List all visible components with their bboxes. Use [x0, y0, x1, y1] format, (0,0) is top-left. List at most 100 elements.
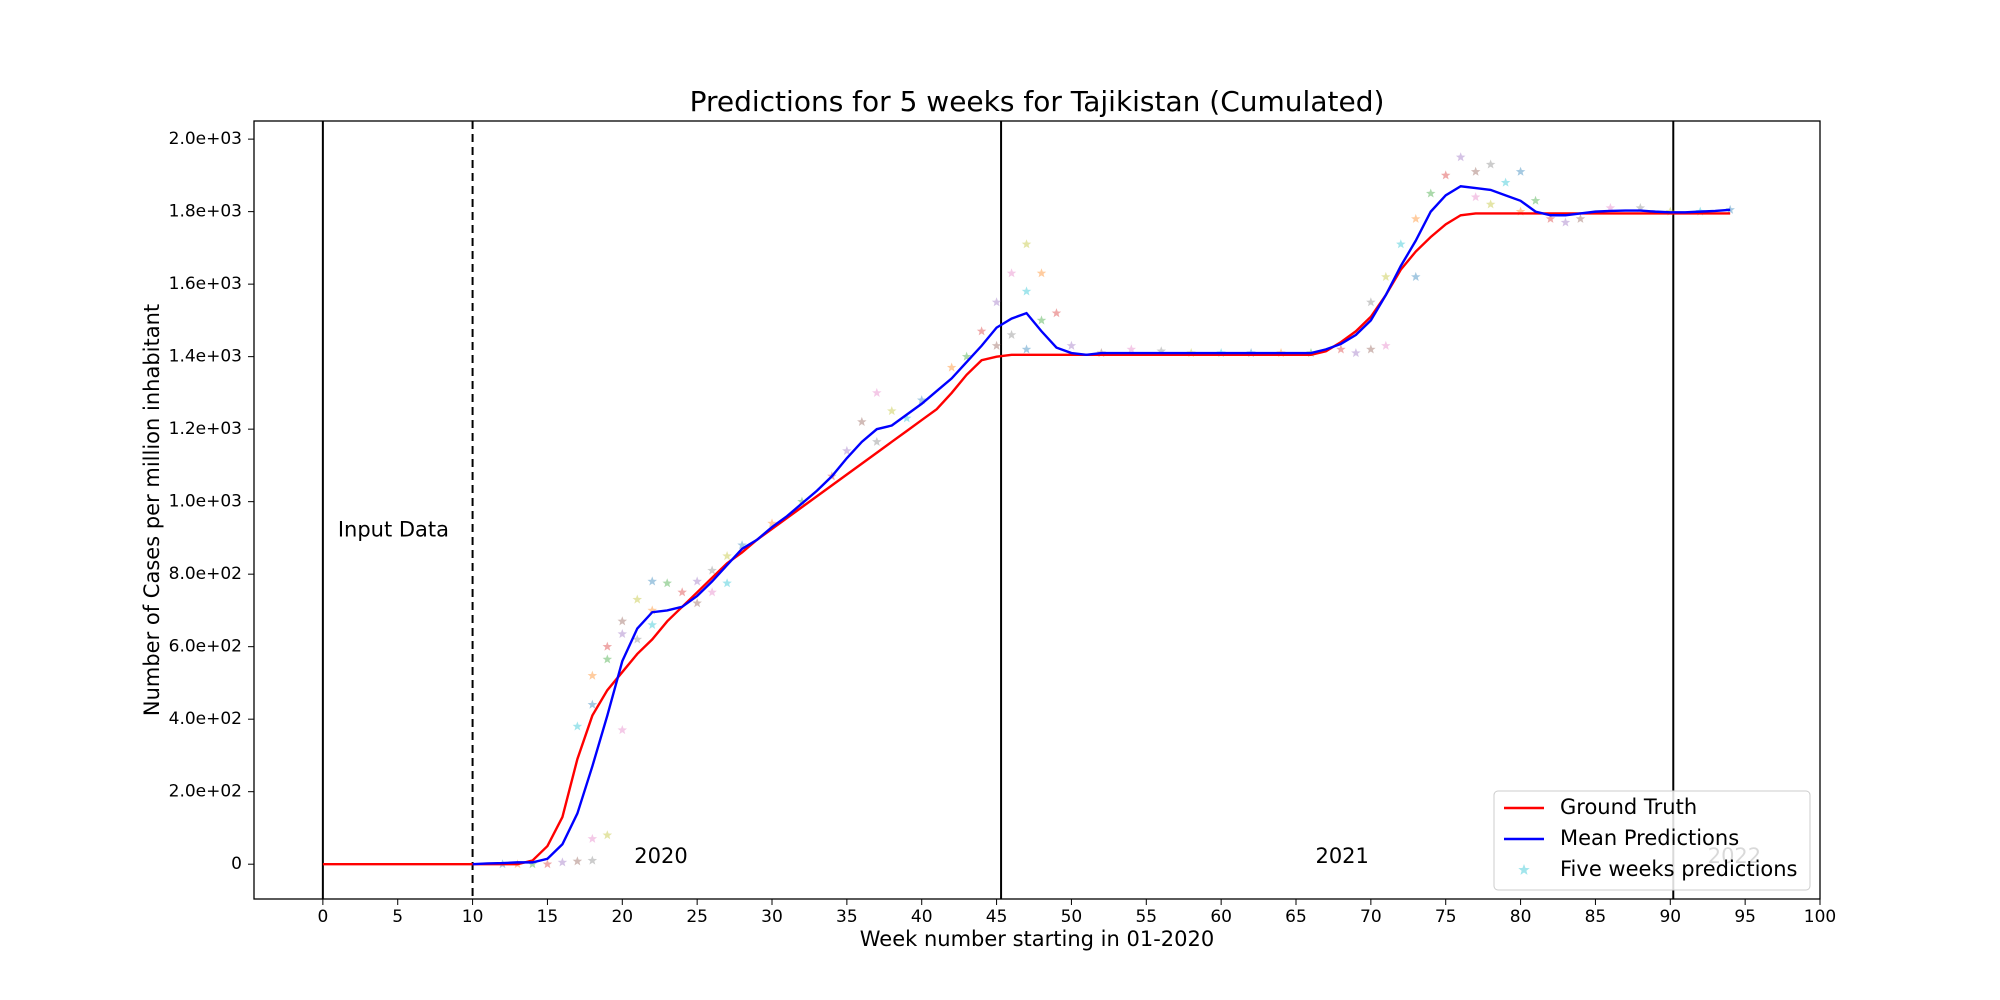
- scatter-point: [557, 857, 568, 867]
- scatter-point: [1126, 344, 1137, 354]
- scatter-point: [1156, 346, 1167, 356]
- scatter-point: [1051, 308, 1062, 318]
- scatter-point: [1411, 271, 1421, 281]
- x-tick-label: 95: [1734, 907, 1756, 927]
- scatter-point: [1036, 268, 1047, 278]
- scatter-point: [1560, 217, 1571, 227]
- x-tick-label: 65: [1285, 907, 1307, 927]
- y-tick-label: 8.0e+02: [169, 564, 242, 584]
- scatter-point: [1470, 166, 1481, 176]
- scatter-point: [872, 387, 882, 397]
- scatter-point: [1665, 206, 1676, 216]
- scatter-point: [1006, 268, 1017, 278]
- scatter-point: [602, 654, 613, 664]
- x-tick-label: 15: [537, 907, 559, 927]
- scatter-point: [692, 598, 702, 608]
- scatter-point: [901, 413, 912, 423]
- scatter-point: [1515, 206, 1526, 216]
- scatter-point: [572, 721, 583, 731]
- x-tick-label: 80: [1510, 907, 1532, 927]
- scatter-point: [767, 518, 777, 528]
- x-tick-label: 85: [1585, 907, 1607, 927]
- scatter-point: [587, 855, 598, 865]
- scatter-point: [737, 540, 747, 550]
- series-line: [472, 185, 1731, 866]
- scatter-point: [632, 634, 643, 644]
- scatter-point: [617, 616, 628, 626]
- scatter-point: [722, 578, 732, 588]
- scatter-point: [1440, 170, 1451, 180]
- scatter-point: [1336, 344, 1346, 354]
- scatter-point: [677, 587, 687, 597]
- scatter-point: [1366, 344, 1376, 354]
- scatter-point: [1066, 340, 1077, 350]
- scatter-point: [1036, 315, 1047, 325]
- x-tick-label: 30: [761, 907, 783, 927]
- scatter-point: [976, 326, 987, 336]
- scatter-point: [1396, 239, 1406, 249]
- x-tick-label: 50: [1061, 907, 1083, 927]
- y-tick-label: 1.2e+03: [169, 419, 242, 439]
- legend-label: Ground Truth: [1560, 795, 1697, 819]
- scatter-point: [946, 362, 957, 372]
- scatter-point: [617, 725, 628, 735]
- legend-label: Five weeks predictions: [1560, 857, 1798, 881]
- scatter-point: [857, 416, 867, 426]
- chart-title: Predictions for 5 weeks for Tajikistan (…: [690, 85, 1385, 118]
- scatter-point: [961, 351, 972, 361]
- x-tick-label: 45: [986, 907, 1008, 927]
- y-tick-label: 1.4e+03: [169, 347, 242, 367]
- scatter-point: [1635, 203, 1646, 213]
- scatter-point: [572, 856, 583, 866]
- scatter-point: [1725, 204, 1735, 214]
- y-axis-label: Number of Cases per million inhabitant: [140, 304, 164, 716]
- legend-swatch: [1518, 864, 1530, 875]
- scatter-point: [647, 576, 657, 586]
- y-tick-label: 2.0e+03: [169, 129, 242, 149]
- scatter-point: [1485, 159, 1496, 169]
- x-tick-label: 20: [611, 907, 633, 927]
- scatter-point: [1485, 199, 1496, 209]
- x-tick-label: 10: [462, 907, 484, 927]
- scatter-point: [587, 670, 598, 680]
- scatter-point: [1411, 213, 1421, 223]
- scatter-point: [707, 587, 717, 597]
- series-line: [322, 212, 1731, 866]
- scatter-point: [1006, 329, 1017, 339]
- scatter-point: [632, 594, 643, 604]
- x-tick-label: 90: [1659, 907, 1681, 927]
- scatter-point: [797, 496, 807, 506]
- scatter-point: [692, 576, 702, 586]
- legend: Ground Truth Mean Predictions Five weeks p…: [1493, 790, 1811, 891]
- x-axis-label: Week number starting in 01-2020: [860, 927, 1214, 951]
- scatter-point: [542, 859, 553, 869]
- scatter-point: [602, 830, 613, 840]
- annotation: 2020: [634, 844, 687, 868]
- x-tick-label: 70: [1360, 907, 1382, 927]
- scatter-point: [1425, 188, 1436, 198]
- scatter-point: [1455, 152, 1466, 162]
- scatter-point: [1545, 213, 1556, 223]
- scatter-point: [1515, 166, 1526, 176]
- scatter-point: [1500, 177, 1511, 187]
- scatter-point: [1575, 213, 1586, 223]
- x-tick-label: 5: [392, 907, 403, 927]
- y-tick-label: 1.0e+03: [169, 492, 242, 512]
- x-tick-label: 100: [1804, 907, 1836, 927]
- x-tick-label: 0: [317, 907, 328, 927]
- x-tick-label: 35: [836, 907, 858, 927]
- y-tick-label: 2.0e+02: [169, 782, 242, 802]
- scatter-point: [1021, 344, 1032, 354]
- annotation: Input Data: [338, 518, 449, 542]
- scatter-point: [1381, 271, 1391, 281]
- y-tick-label: 1.6e+03: [169, 274, 242, 294]
- scatter-point: [916, 395, 927, 405]
- scatter-point: [991, 340, 1002, 350]
- y-tick-label: 4.0e+02: [169, 709, 242, 729]
- scatter-point: [587, 833, 598, 843]
- legend-label: Mean Predictions: [1560, 826, 1739, 850]
- scatter-point: [872, 436, 882, 446]
- scatter-point: [1470, 192, 1481, 202]
- y-tick-label: 0: [231, 854, 242, 874]
